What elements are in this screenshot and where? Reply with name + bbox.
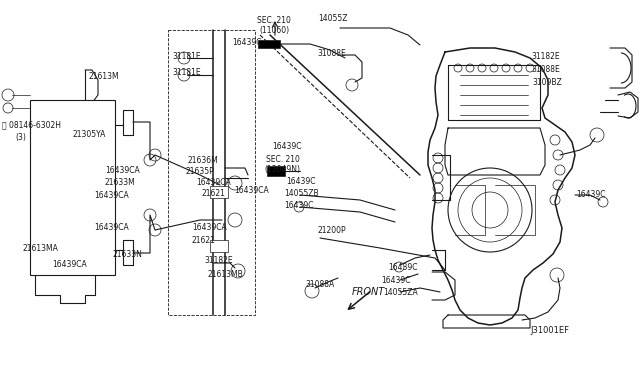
Text: 31088A: 31088A bbox=[305, 280, 334, 289]
Text: 16439CA: 16439CA bbox=[234, 186, 269, 195]
Text: 16439CA: 16439CA bbox=[196, 178, 231, 187]
Text: 21613MA: 21613MA bbox=[22, 244, 58, 253]
Text: (11060): (11060) bbox=[259, 26, 289, 35]
Text: 14055ZB: 14055ZB bbox=[284, 189, 319, 198]
Text: 31182E: 31182E bbox=[531, 52, 559, 61]
Bar bbox=[267, 166, 285, 176]
Text: 21633M: 21633M bbox=[104, 178, 135, 187]
Text: 31182E: 31182E bbox=[204, 256, 232, 265]
Text: 21636M: 21636M bbox=[188, 156, 219, 165]
Text: 16439CA: 16439CA bbox=[52, 260, 87, 269]
Text: SEC. 210: SEC. 210 bbox=[257, 16, 291, 25]
Text: 14055ZA: 14055ZA bbox=[383, 288, 418, 297]
Text: 21635P: 21635P bbox=[186, 167, 215, 176]
Text: 21621: 21621 bbox=[202, 189, 226, 198]
Text: 21613MB: 21613MB bbox=[208, 270, 244, 279]
Text: 21305YA: 21305YA bbox=[72, 130, 106, 139]
Bar bbox=[210, 186, 228, 198]
Text: J31001EF: J31001EF bbox=[530, 326, 569, 335]
Bar bbox=[258, 40, 280, 48]
Text: 31181E: 31181E bbox=[172, 52, 200, 61]
Text: 31088E: 31088E bbox=[317, 49, 346, 58]
Text: 16439CA: 16439CA bbox=[94, 191, 129, 200]
Bar bbox=[210, 240, 228, 252]
Text: 16439C: 16439C bbox=[284, 201, 314, 210]
Text: Ⓐ 08146-6302H: Ⓐ 08146-6302H bbox=[2, 120, 61, 129]
Text: SEC. 210: SEC. 210 bbox=[266, 155, 300, 164]
Text: 21621: 21621 bbox=[192, 236, 216, 245]
Text: 16439C: 16439C bbox=[286, 177, 316, 186]
Text: 16439C: 16439C bbox=[388, 263, 417, 272]
Text: 21613M: 21613M bbox=[88, 72, 118, 81]
Text: 21633N: 21633N bbox=[112, 250, 142, 259]
Text: 31181E: 31181E bbox=[172, 68, 200, 77]
Text: FRONT: FRONT bbox=[352, 287, 385, 297]
Text: 3109BZ: 3109BZ bbox=[532, 78, 562, 87]
Text: 21200P: 21200P bbox=[318, 226, 347, 235]
Text: 16439C: 16439C bbox=[232, 38, 262, 47]
Bar bbox=[30, 100, 115, 275]
Text: 16439CA: 16439CA bbox=[105, 166, 140, 175]
Text: 14055Z: 14055Z bbox=[318, 14, 348, 23]
Text: 16439C: 16439C bbox=[576, 190, 605, 199]
Text: 16439C: 16439C bbox=[272, 142, 301, 151]
Text: 16439CA: 16439CA bbox=[94, 223, 129, 232]
Text: 31088E: 31088E bbox=[531, 65, 560, 74]
Text: (13049N): (13049N) bbox=[264, 165, 300, 174]
Text: 16439C: 16439C bbox=[381, 276, 410, 285]
Text: (3): (3) bbox=[15, 133, 26, 142]
Text: 16439CA: 16439CA bbox=[192, 223, 227, 232]
Bar bbox=[168, 30, 255, 315]
